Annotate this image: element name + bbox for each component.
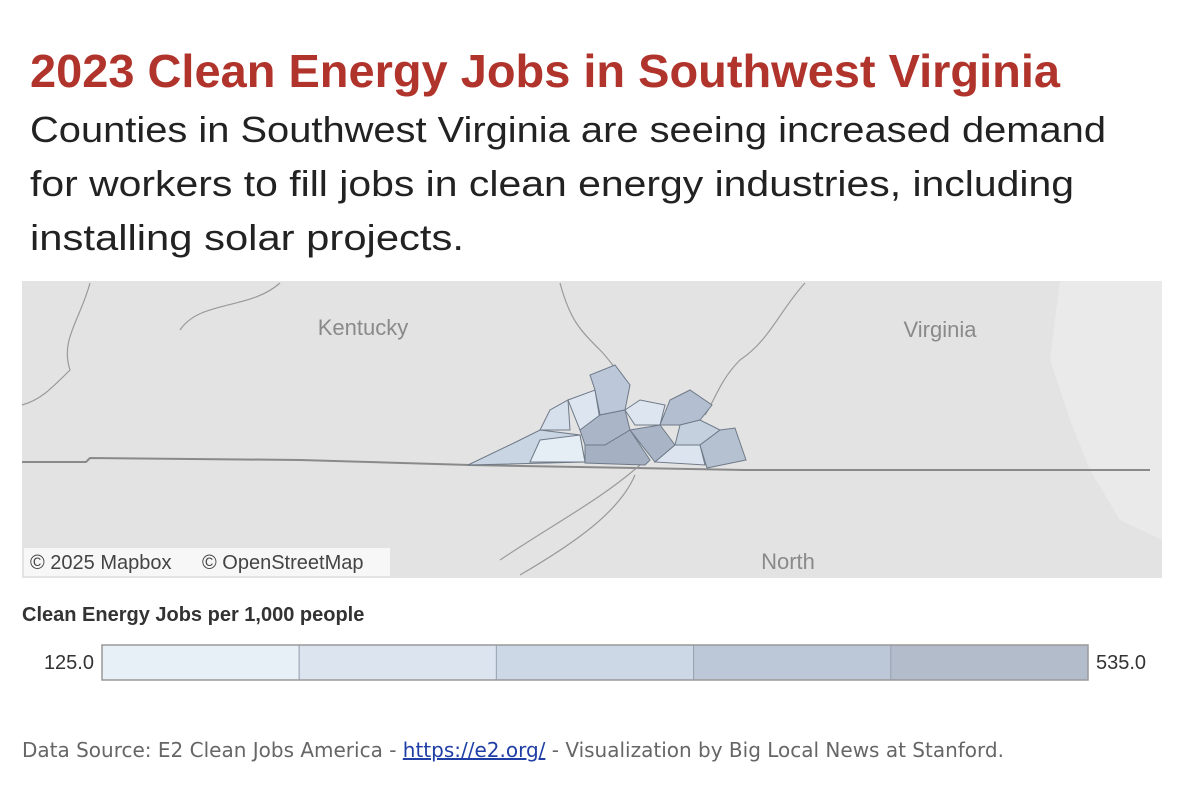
title: 2023 Clean Energy Jobs in Southwest Virg… <box>30 45 1060 97</box>
county <box>624 399 666 426</box>
rivers-borders <box>21 282 806 576</box>
legend-title: Clean Energy Jobs per 1,000 people <box>22 604 364 626</box>
map-label: Virginia <box>904 317 978 342</box>
source-link[interactable]: https://e2.org/ <box>402 738 546 762</box>
county <box>529 434 586 463</box>
footer-text: Data Source: E2 Clean Jobs America - <box>22 738 403 762</box>
attribution-bg <box>24 548 390 576</box>
legend: 125.0 535.0 <box>44 644 1146 681</box>
legend-step <box>298 644 497 681</box>
map-label: North <box>761 549 815 574</box>
attribution: © OpenStreetMap <box>202 552 363 574</box>
dashboard: 2023 Clean Energy Jobs in Southwest Virg… <box>21 45 1162 681</box>
legend-step <box>495 644 695 681</box>
map: Kentucky Virginia North © 2025 Mapbox © … <box>21 281 1162 578</box>
subtitle-line: Counties in Southwest Virginia are seein… <box>30 109 1106 150</box>
legend-max: 535.0 <box>1096 652 1146 674</box>
legend-step <box>693 644 892 681</box>
counties <box>467 364 747 469</box>
subtitle-line: installing solar projects. <box>30 217 464 258</box>
map-label: Kentucky <box>318 315 409 340</box>
state-border <box>22 456 1150 471</box>
county <box>699 427 747 469</box>
attribution: © 2025 Mapbox <box>30 552 172 574</box>
legend-step <box>890 644 1089 681</box>
subtitle-line: for workers to fill jobs in clean energy… <box>30 163 1074 204</box>
water <box>1050 281 1162 540</box>
footer: Data Source: E2 Clean Jobs America - htt… <box>22 738 1004 762</box>
legend-step <box>101 644 300 681</box>
footer-text: - Visualization by Big Local News at Sta… <box>545 738 1004 762</box>
county <box>584 429 651 466</box>
legend-min: 125.0 <box>44 652 94 674</box>
